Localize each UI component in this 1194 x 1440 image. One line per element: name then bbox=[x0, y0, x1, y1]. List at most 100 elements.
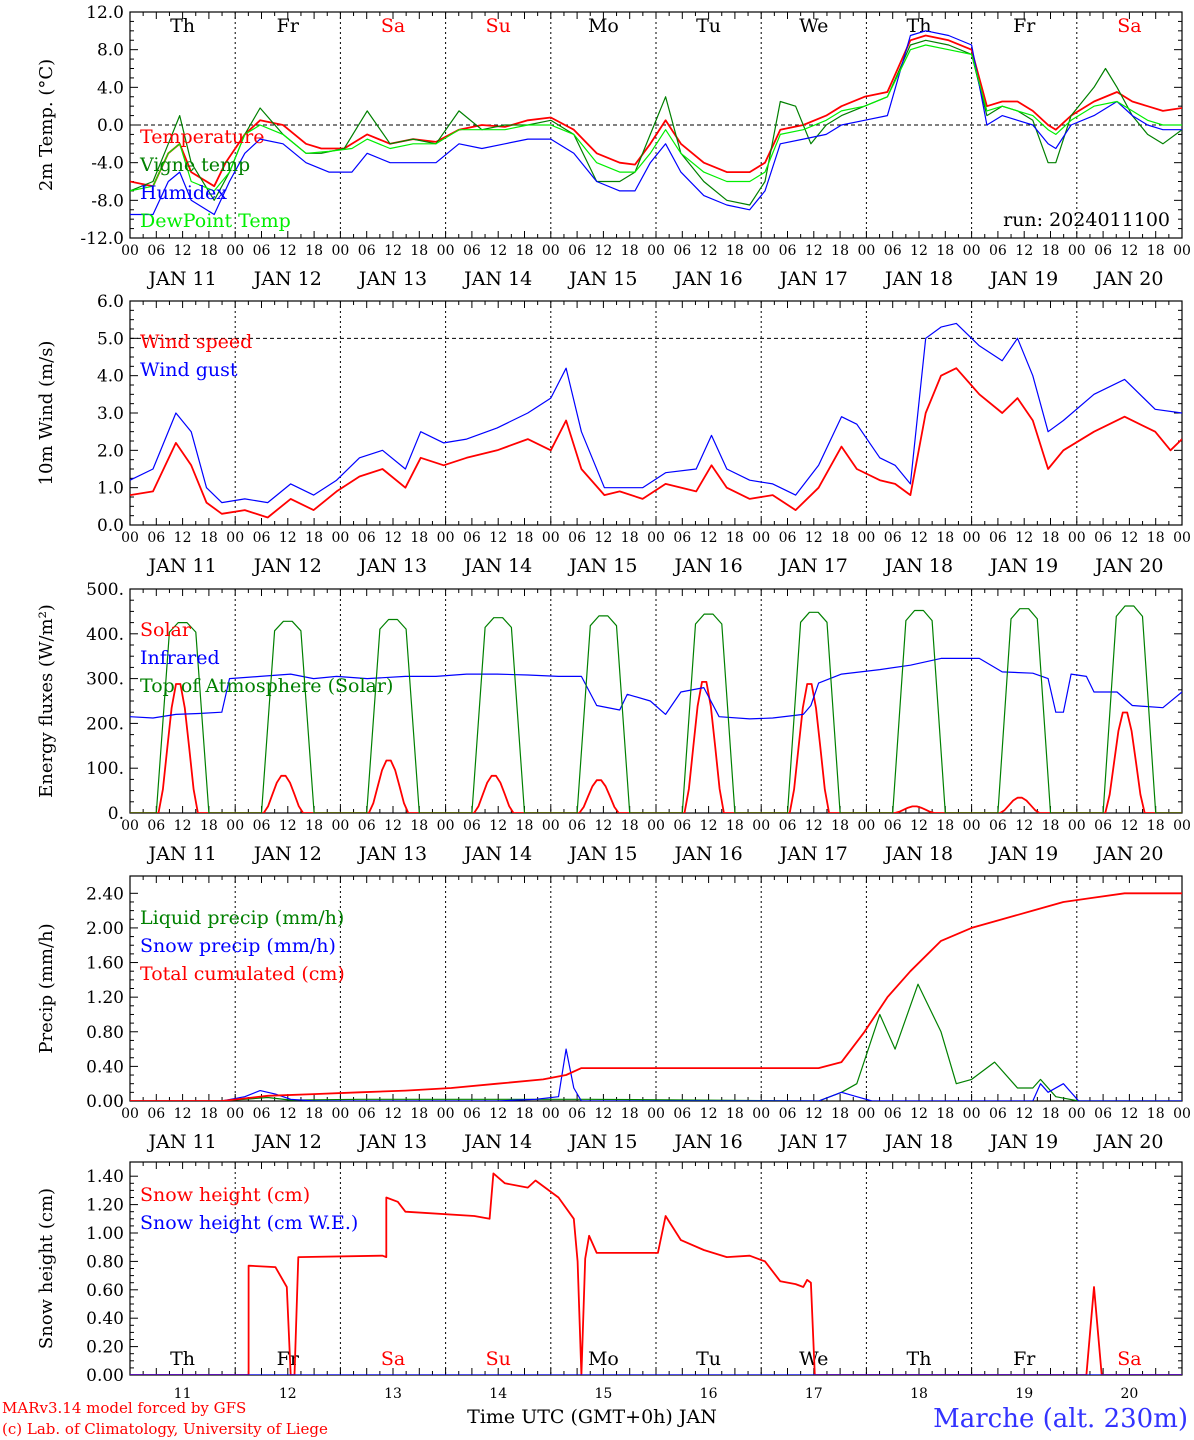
panel-4: 2.40 2.00 1.60 1.20 0.80 0.40 0.00 Precip (mm/h… bbox=[36, 875, 1191, 1153]
hour-tick-label: 06 bbox=[568, 530, 586, 546]
hour-tick-label: 00 bbox=[1068, 818, 1086, 834]
hour-tick-label: 00 bbox=[542, 1106, 560, 1122]
hour-tick-label: 18 bbox=[200, 530, 218, 546]
y-tick-label: 0.0 bbox=[97, 516, 124, 536]
hour-tick-label: 12 bbox=[384, 243, 402, 259]
date-label: JAN 11 bbox=[147, 555, 217, 577]
hour-tick-label: 00 bbox=[437, 1106, 455, 1122]
hour-tick-label: 12 bbox=[489, 818, 507, 834]
series-line-snow-height-cm bbox=[130, 1172, 1182, 1375]
hour-tick-label: 18 bbox=[936, 530, 954, 546]
hour-tick-label: 12 bbox=[700, 530, 718, 546]
hour-tick-label: 06 bbox=[147, 818, 165, 834]
y-axis-title: Precip (mm/h) bbox=[36, 923, 57, 1053]
hour-tick-label: 18 bbox=[936, 818, 954, 834]
date-label: JAN 14 bbox=[462, 843, 532, 865]
y-tick-label: 0.60 bbox=[86, 1281, 124, 1301]
legend-entry: Top of Atmosphere (Solar) bbox=[140, 675, 393, 697]
lab-credit: (c) Lab. of Climatology, University of L… bbox=[2, 1420, 328, 1438]
hour-tick-label: 00 bbox=[963, 243, 981, 259]
hour-tick-label: 18 bbox=[1042, 530, 1060, 546]
hour-tick-label: 00 bbox=[1068, 243, 1086, 259]
date-label: JAN 18 bbox=[883, 555, 953, 577]
hour-tick-label: 06 bbox=[147, 1106, 165, 1122]
date-label: JAN 20 bbox=[1093, 1131, 1163, 1153]
legend-entry: Snow height (cm W.E.) bbox=[140, 1212, 358, 1234]
hour-tick-label: 06 bbox=[253, 1106, 271, 1122]
hour-tick-label: 18 bbox=[831, 243, 849, 259]
hour-tick-label: 06 bbox=[253, 243, 271, 259]
day-name-label: Th bbox=[907, 1348, 932, 1370]
hour-tick-label: 12 bbox=[384, 818, 402, 834]
day-name-label: Tu bbox=[696, 15, 721, 37]
hour-tick-label: 00 bbox=[121, 530, 139, 546]
day-number-label: 11 bbox=[174, 1386, 192, 1402]
hour-tick-label: 06 bbox=[463, 530, 481, 546]
hour-tick-label: 12 bbox=[174, 530, 192, 546]
hour-tick-label: 06 bbox=[673, 1106, 691, 1122]
hour-tick-label: 06 bbox=[673, 243, 691, 259]
hour-tick-label: 12 bbox=[910, 818, 928, 834]
y-tick-label: 1.40 bbox=[86, 1167, 124, 1187]
hour-tick-label: 06 bbox=[989, 530, 1007, 546]
date-label: JAN 13 bbox=[357, 843, 427, 865]
day-name-label: Fr bbox=[277, 1348, 300, 1370]
panel-5: 1.40 1.20 1.00 0.80 0.60 0.40 0.20 0.00 Snow hei… bbox=[36, 1161, 1183, 1402]
y-tick-label: 6.0 bbox=[97, 292, 124, 312]
series-group bbox=[130, 605, 1182, 813]
panel-1: 12.0 8.0 4.0 0.0 -4.0 -8.0 -12.0 2m Temp. (°C) 0… bbox=[36, 3, 1191, 290]
date-label: JAN 16 bbox=[673, 1131, 743, 1153]
day-number-label: 18 bbox=[910, 1386, 928, 1402]
hour-tick-label: 12 bbox=[489, 530, 507, 546]
footer: MARv3.14 model forced by GFS (c) Lab. of… bbox=[2, 1399, 1188, 1438]
series-group bbox=[130, 322, 1182, 519]
date-label: JAN 18 bbox=[883, 1131, 953, 1153]
hour-tick-label: 06 bbox=[884, 818, 902, 834]
hour-tick-label: 00 bbox=[542, 818, 560, 834]
hour-tick-label: 06 bbox=[779, 1106, 797, 1122]
hour-tick-label: 00 bbox=[542, 243, 560, 259]
hour-tick-label: 18 bbox=[726, 530, 744, 546]
hour-tick-label: 00 bbox=[647, 530, 665, 546]
hour-tick-label: 06 bbox=[463, 1106, 481, 1122]
day-name-label: Fr bbox=[1013, 1348, 1036, 1370]
series-line-infrared bbox=[130, 657, 1182, 720]
y-tick-label: 0.0 bbox=[97, 116, 124, 136]
hour-tick-label: 00 bbox=[1068, 1106, 1086, 1122]
hour-tick-label: 06 bbox=[884, 1106, 902, 1122]
hour-tick-label: 18 bbox=[621, 243, 639, 259]
hour-tick-label: 00 bbox=[1173, 243, 1191, 259]
hour-tick-label: 18 bbox=[726, 1106, 744, 1122]
date-label: JAN 13 bbox=[357, 268, 427, 290]
hour-tick-label: 12 bbox=[1015, 530, 1033, 546]
date-label: JAN 15 bbox=[567, 1131, 637, 1153]
hour-tick-label: 12 bbox=[594, 818, 612, 834]
hour-tick-label: 06 bbox=[989, 818, 1007, 834]
hour-tick-label: 00 bbox=[857, 818, 875, 834]
date-label: JAN 13 bbox=[357, 555, 427, 577]
hour-tick-label: 00 bbox=[121, 818, 139, 834]
day-name-label: Fr bbox=[1013, 15, 1036, 37]
hour-tick-label: 00 bbox=[331, 1106, 349, 1122]
date-label: JAN 11 bbox=[147, 1131, 217, 1153]
y-tick-label: 4.0 bbox=[97, 78, 124, 98]
series-line-temperature bbox=[130, 34, 1182, 188]
date-label: JAN 17 bbox=[778, 268, 848, 290]
y-tick-label: 4.0 bbox=[97, 367, 124, 387]
hour-tick-label: 00 bbox=[437, 243, 455, 259]
hour-tick-label: 18 bbox=[516, 1106, 534, 1122]
hour-tick-label: 00 bbox=[226, 818, 244, 834]
date-label: JAN 15 bbox=[567, 268, 637, 290]
series-line-solar bbox=[130, 681, 1182, 813]
hour-tick-label: 18 bbox=[305, 818, 323, 834]
y-tick-label: 1.20 bbox=[86, 1196, 124, 1216]
date-label: JAN 19 bbox=[988, 843, 1058, 865]
day-name-label: Mo bbox=[588, 15, 619, 37]
hour-tick-label: 06 bbox=[358, 1106, 376, 1122]
hour-tick-label: 18 bbox=[305, 530, 323, 546]
hour-tick-label: 00 bbox=[437, 818, 455, 834]
date-label: JAN 12 bbox=[252, 843, 322, 865]
hour-tick-label: 00 bbox=[1068, 530, 1086, 546]
hour-tick-label: 00 bbox=[331, 243, 349, 259]
hour-tick-label: 12 bbox=[174, 1106, 192, 1122]
